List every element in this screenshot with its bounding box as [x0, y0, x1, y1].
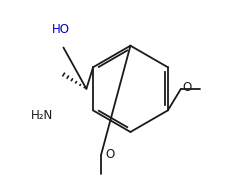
Text: O: O — [182, 81, 191, 94]
Text: HO: HO — [51, 23, 69, 36]
Text: H₂N: H₂N — [31, 109, 53, 122]
Text: O: O — [105, 147, 114, 161]
